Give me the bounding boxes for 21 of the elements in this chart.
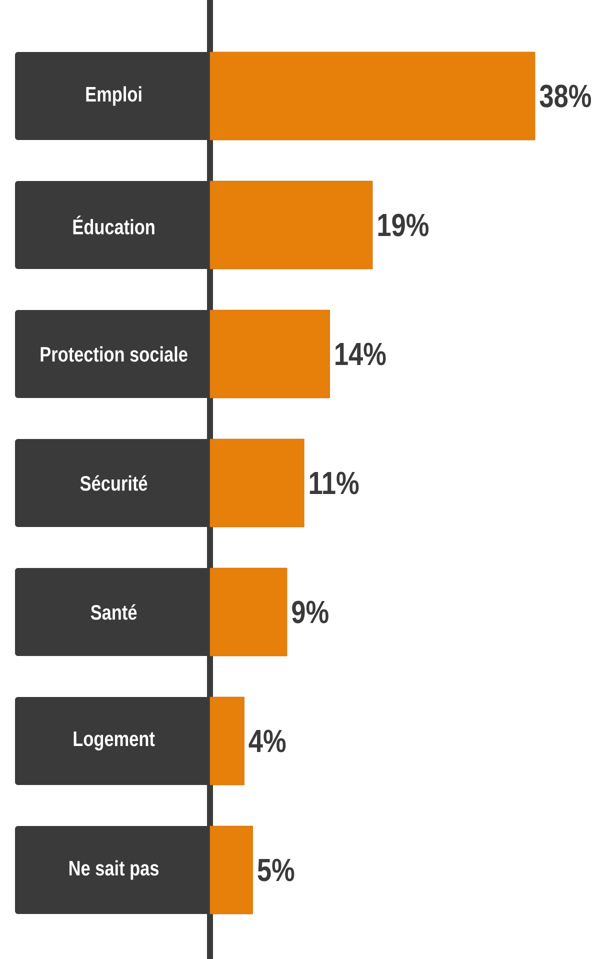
y-tick-label: Emploi — [86, 86, 142, 106]
y-tick-label: Ne sait pas — [69, 860, 159, 880]
y-tick-label: Sécurité — [80, 475, 148, 491]
data-label: 38% — [540, 84, 591, 108]
bar — [210, 180, 373, 270]
data-label: 19% — [378, 214, 429, 236]
data-label: 14% — [336, 342, 386, 366]
bar — [210, 826, 253, 914]
data-label: 11% — [310, 472, 359, 494]
y-tick-label: Logement — [74, 732, 155, 750]
y-tick-label: Santé — [90, 604, 137, 620]
y-tick-label: Éducation — [73, 216, 154, 234]
bar — [210, 438, 304, 528]
y-tick-label: Protection sociale — [40, 346, 188, 362]
bar — [210, 310, 330, 398]
bar — [210, 52, 536, 140]
data-label: 5% — [258, 858, 294, 882]
bar — [210, 696, 244, 786]
data-label: 4% — [248, 730, 286, 752]
data-label: 9% — [292, 600, 328, 624]
bar — [210, 568, 288, 656]
